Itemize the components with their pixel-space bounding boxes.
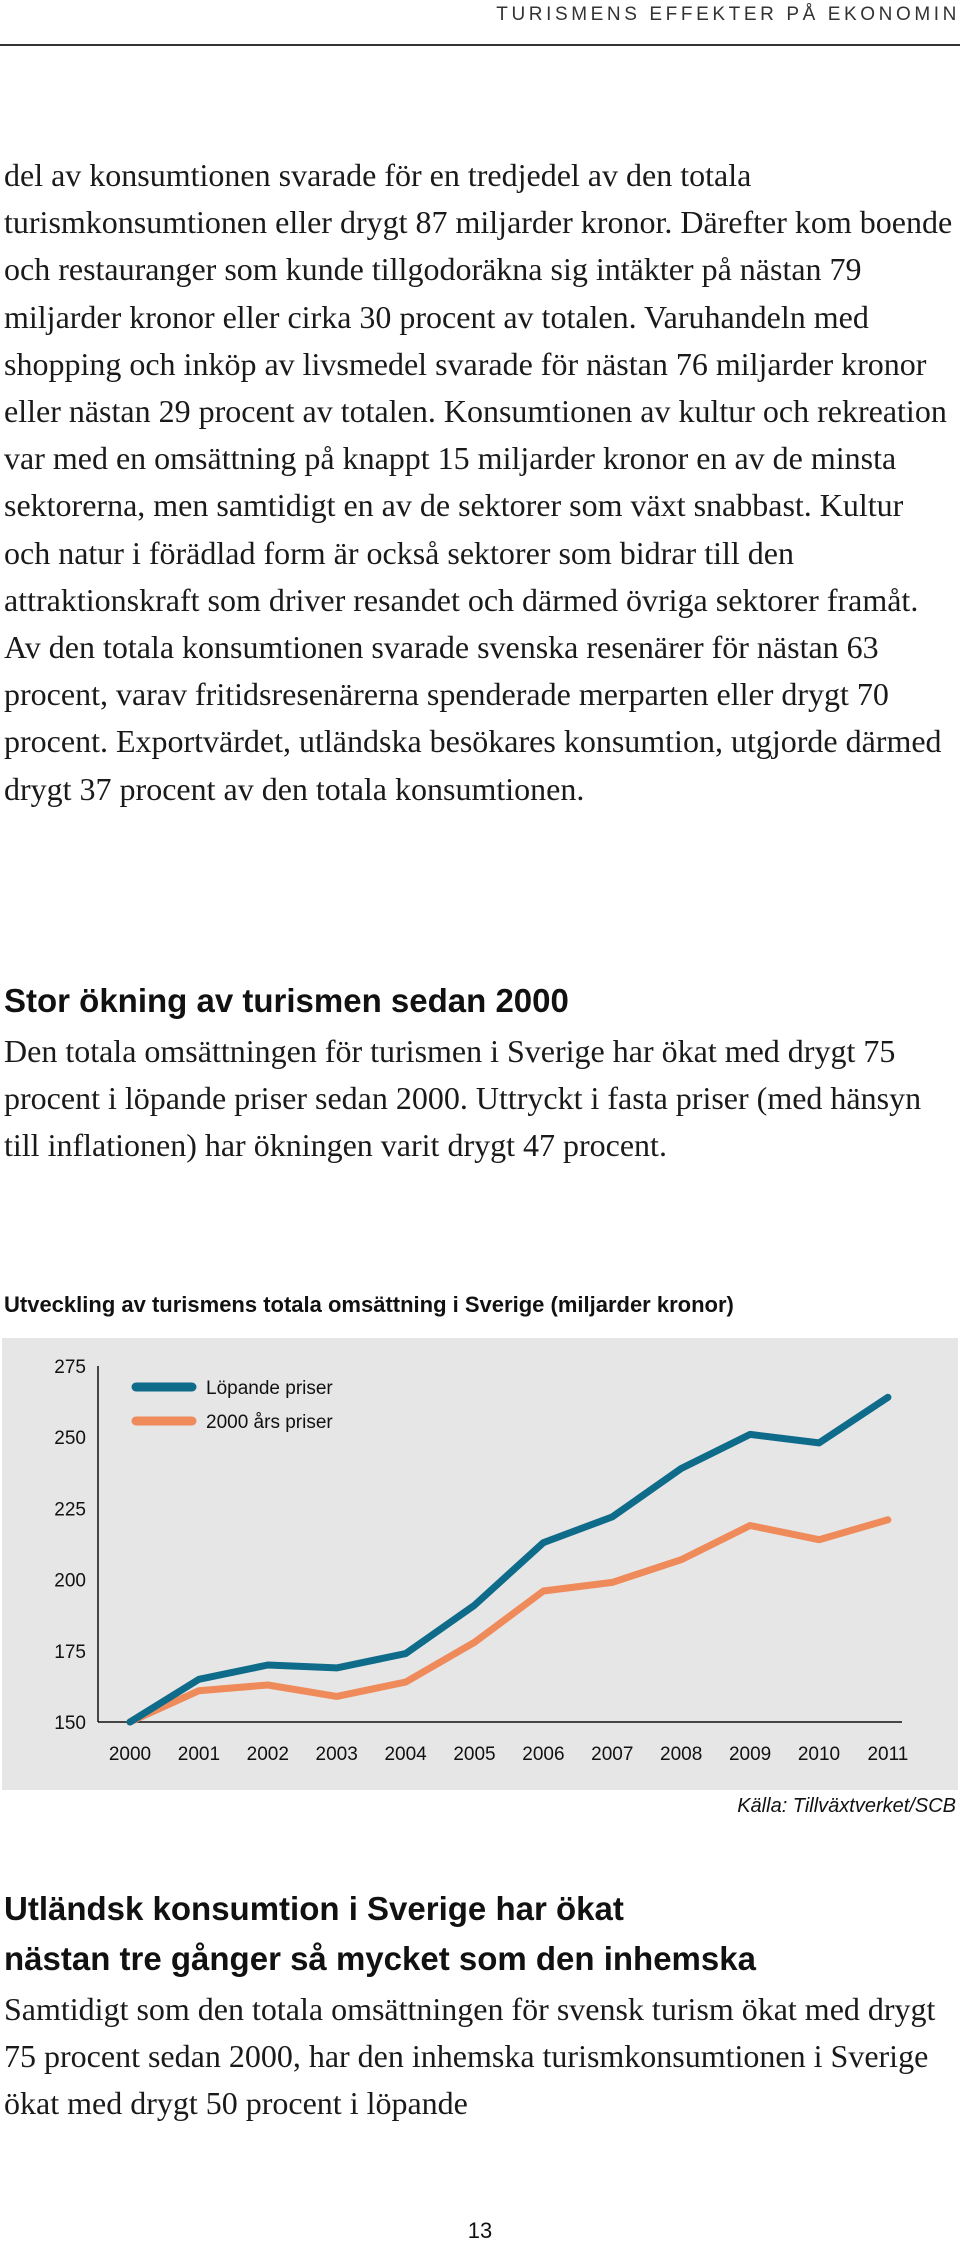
page-number: 13 [467,2218,493,2243]
section-heading-growth: Stor ökning av turismen sedan 2000 [4,982,569,1019]
x-tick-label: 2006 [522,1744,564,1765]
y-tick-label: 175 [54,1642,86,1663]
y-tick-label: 250 [54,1428,86,1449]
x-tick-label: 2011 [867,1744,908,1765]
chart-canvas: 150 175 200 225 250 275 2000 2001 2002 2003 2004 20… [54,1357,908,1765]
x-tick-label: 2004 [384,1744,427,1765]
x-tick-label: 2007 [591,1744,633,1765]
x-tick-label: 2002 [247,1744,289,1765]
y-tick-label: 200 [54,1571,86,1592]
x-tick-label: 2000 [109,1744,151,1765]
body-paragraph-intro: del av konsumtionen svarade för en tredj… [4,157,953,807]
x-tick-label: 2001 [178,1744,220,1765]
chart-title: Utveckling av turismens totala omsättnin… [4,1292,734,1317]
x-tick-label: 2003 [316,1744,358,1765]
x-tick-label: 2008 [660,1744,702,1765]
chart-source: Källa: Tillväxtverket/SCB [737,1795,956,1817]
line-chart: 150 175 200 225 250 275 2000 2001 2002 2003 2004 20… [2,1338,958,1790]
legend-label-2: 2000 års priser [206,1412,333,1433]
legend-label-1: Löpande priser [206,1378,333,1399]
body-paragraph-growth: Den totala omsättningen för turismen i S… [4,1033,922,1164]
y-tick-label: 225 [54,1499,86,1520]
series-line-2 [126,1516,892,1726]
running-header: TURISMENS EFFEKTER PÅ EKONOMIN [0,0,960,46]
x-tick-label: 2009 [729,1744,771,1765]
body-paragraph-foreign: Samtidigt som den totala omsättningen fö… [4,1991,936,2122]
section-heading-foreign-line2: nästan tre gånger så mycket som den inhe… [4,1940,756,1977]
x-tick-label: 2005 [453,1744,495,1765]
series-line-1 [126,1393,892,1726]
running-header-title: TURISMENS EFFEKTER PÅ EKONOMIN [496,4,960,25]
y-tick-label: 275 [54,1357,86,1378]
y-tick-label: 150 [54,1713,86,1734]
x-tick-label: 2010 [798,1744,840,1765]
section-heading-foreign-line1: Utländsk konsumtion i Sverige har ökat [4,1890,624,1927]
